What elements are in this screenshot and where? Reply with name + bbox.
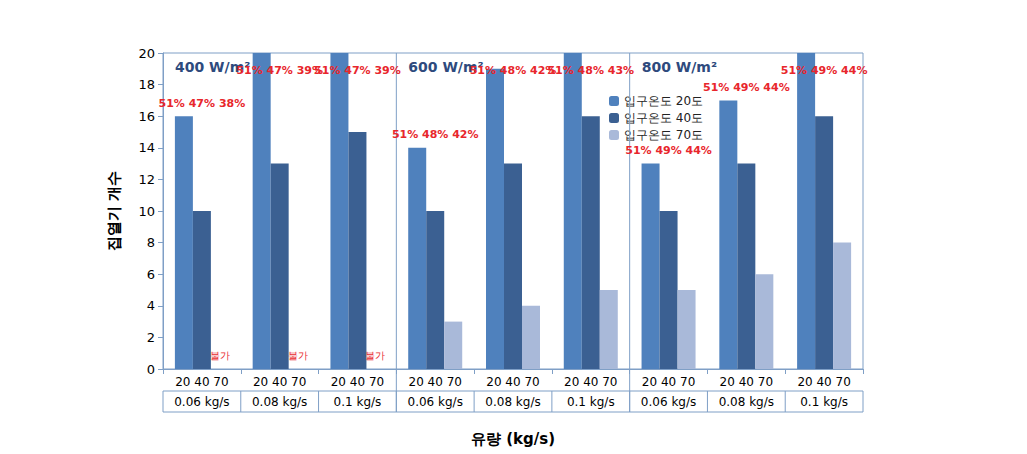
svg-text:20 40 70: 20 40 70 xyxy=(642,375,695,389)
svg-text:20 40 70: 20 40 70 xyxy=(331,375,384,389)
svg-text:20 40 70: 20 40 70 xyxy=(797,375,850,389)
svg-text:20 40 70: 20 40 70 xyxy=(253,375,306,389)
svg-text:입구온도 40도: 입구온도 40도 xyxy=(624,111,703,125)
svg-text:불가: 불가 xyxy=(288,350,308,361)
svg-text:0.06 kg/s: 0.06 kg/s xyxy=(174,395,229,409)
svg-text:20 40 70: 20 40 70 xyxy=(175,375,228,389)
svg-text:10: 10 xyxy=(138,204,155,219)
svg-text:18: 18 xyxy=(138,77,155,92)
svg-text:입구온도 70도: 입구온도 70도 xyxy=(624,128,703,142)
svg-text:불가: 불가 xyxy=(210,350,230,361)
svg-text:8: 8 xyxy=(147,235,155,250)
svg-text:20 40 70: 20 40 70 xyxy=(409,375,462,389)
svg-text:20: 20 xyxy=(138,46,155,61)
svg-text:2: 2 xyxy=(147,330,155,345)
svg-text:0: 0 xyxy=(147,362,155,377)
svg-text:유량 (kg/s): 유량 (kg/s) xyxy=(471,430,555,448)
svg-text:4: 4 xyxy=(147,298,155,313)
svg-text:0.06 kg/s: 0.06 kg/s xyxy=(641,395,696,409)
svg-text:51% 49% 44%: 51% 49% 44% xyxy=(625,144,712,157)
svg-text:51% 48% 43%: 51% 48% 43% xyxy=(547,64,634,77)
svg-text:400 W/m²: 400 W/m² xyxy=(175,59,251,75)
svg-text:20 40 70: 20 40 70 xyxy=(486,375,539,389)
svg-text:0.08 kg/s: 0.08 kg/s xyxy=(485,395,540,409)
svg-text:16: 16 xyxy=(138,109,155,124)
svg-text:14: 14 xyxy=(138,140,155,155)
svg-text:불가: 불가 xyxy=(365,350,385,361)
svg-text:51% 48% 42%: 51% 48% 42% xyxy=(392,128,479,141)
svg-text:입구온도 20도: 입구온도 20도 xyxy=(624,94,703,108)
svg-text:12: 12 xyxy=(138,172,155,187)
svg-text:51% 48% 42%: 51% 48% 42% xyxy=(470,64,557,77)
svg-text:20 40 70: 20 40 70 xyxy=(564,375,617,389)
svg-text:0.06 kg/s: 0.06 kg/s xyxy=(408,395,463,409)
svg-text:집열기 개수: 집열기 개수 xyxy=(105,171,123,251)
svg-text:51% 49% 44%: 51% 49% 44% xyxy=(781,64,868,77)
svg-text:51% 47% 38%: 51% 47% 38% xyxy=(159,97,246,110)
svg-text:800 W/m²: 800 W/m² xyxy=(642,59,717,75)
svg-text:51% 47% 39%: 51% 47% 39% xyxy=(236,64,323,77)
svg-text:0.08 kg/s: 0.08 kg/s xyxy=(719,395,774,409)
svg-text:0.08 kg/s: 0.08 kg/s xyxy=(252,395,307,409)
svg-text:20 40 70: 20 40 70 xyxy=(720,375,773,389)
svg-text:0.1 kg/s: 0.1 kg/s xyxy=(800,395,848,409)
svg-text:0.1 kg/s: 0.1 kg/s xyxy=(334,395,382,409)
svg-text:51% 47% 39%: 51% 47% 39% xyxy=(314,64,401,77)
svg-text:600 W/m²: 600 W/m² xyxy=(408,59,484,75)
svg-text:51% 49% 44%: 51% 49% 44% xyxy=(703,81,790,94)
svg-text:6: 6 xyxy=(147,267,155,282)
svg-text:0.1 kg/s: 0.1 kg/s xyxy=(567,395,615,409)
